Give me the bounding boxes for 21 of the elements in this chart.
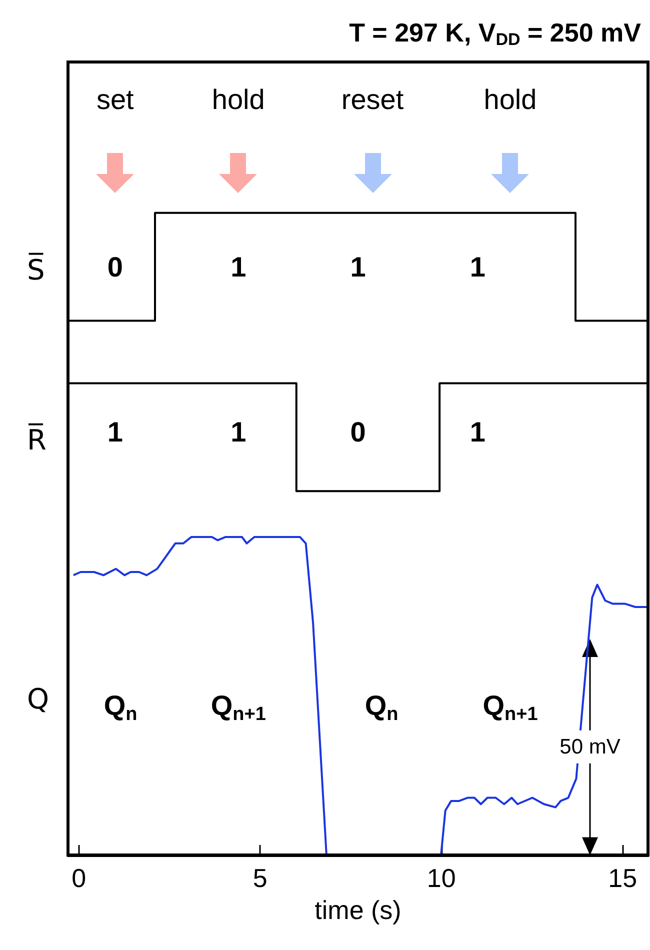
annotation: 1 <box>230 416 246 448</box>
text: set <box>96 84 134 116</box>
x-tick-label: 10 <box>426 863 456 893</box>
annotation: 50 mV <box>560 735 620 758</box>
text: reset <box>341 84 404 116</box>
annotation: 1 <box>470 251 486 282</box>
y-axis-title: R̅ <box>27 422 46 457</box>
y-axis-title: S̅ <box>27 252 45 286</box>
annotation: 0 <box>107 251 123 282</box>
annotation: 0 <box>350 416 366 448</box>
annotation: 1 <box>470 416 486 448</box>
annotation: 1 <box>107 416 123 448</box>
x-tick-label: 15 <box>608 863 638 893</box>
x-tick-label: 0 <box>72 863 86 893</box>
text: hold <box>484 84 537 116</box>
x-axis-title: time (s) <box>314 895 402 925</box>
x-tick-label: 5 <box>252 863 268 893</box>
y-axis-title: Q <box>27 682 50 716</box>
text: hold <box>212 84 265 116</box>
annotation: 1 <box>230 251 246 282</box>
annotation: 1 <box>350 251 366 282</box>
